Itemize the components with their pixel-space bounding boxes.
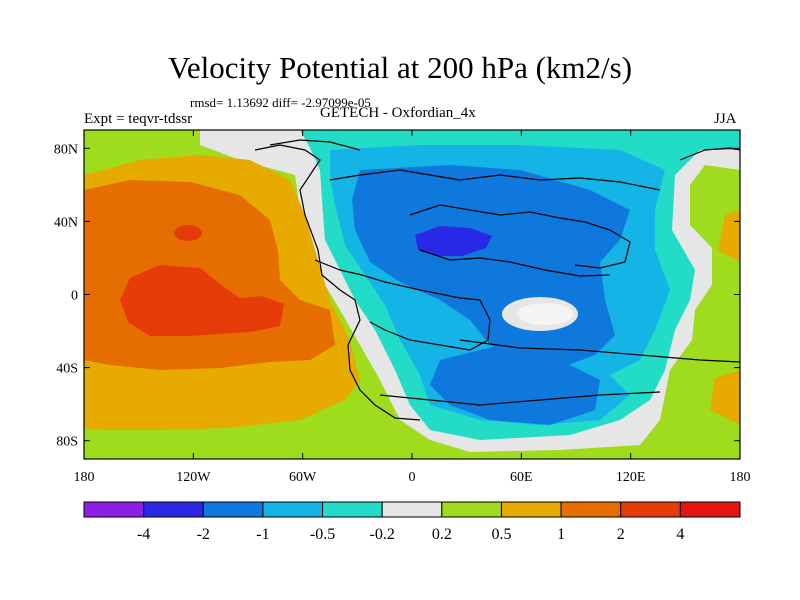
colorbar-swatch <box>500 501 562 518</box>
x-tick-label: 120W <box>176 470 211 485</box>
atlantic-coast <box>314 259 491 351</box>
y-axis: 80N 40N 0 40S 80S <box>54 142 740 450</box>
y-tick-label: 40S <box>56 362 78 377</box>
coastlines <box>254 139 740 421</box>
colorbar-swatch <box>322 501 383 518</box>
x-tick-label: 180 <box>74 470 95 485</box>
boreal-coast <box>269 139 361 151</box>
colorbar-label: 2 <box>617 526 625 543</box>
americas-coast <box>254 144 421 421</box>
contour-band-neutral-oval-core <box>517 303 573 325</box>
experiment-label: Expt = teqvr-tdssr <box>84 111 193 127</box>
contour-fill-field <box>84 130 740 459</box>
antarctic-coast <box>379 391 661 406</box>
colorbar-swatch <box>441 501 502 518</box>
colorbar-label: -2 <box>197 526 210 543</box>
contour-band-2-to-4 <box>120 265 284 336</box>
colorbar-swatch <box>381 501 443 518</box>
x-tick-label: 180 <box>730 470 751 485</box>
x-axis: 180 120W 60W 0 60E 120E 180 <box>74 130 751 485</box>
x-tick-label: 0 <box>409 470 416 485</box>
contour-band-minus-2-south <box>430 345 600 425</box>
colorbar-label: -4 <box>137 526 150 543</box>
tethys-coast-south <box>419 249 611 277</box>
contour-band-2-to-4-small <box>174 225 202 241</box>
season-label: JJA <box>714 111 737 127</box>
x-tick-label: 60E <box>510 470 533 485</box>
y-tick-label: 40N <box>54 215 78 230</box>
colorbar-swatch <box>679 501 741 518</box>
colorbar-label: 1 <box>557 526 565 543</box>
rmsd-stats: rmsd= 1.13692 diff= -2.97099e-05 <box>190 95 371 110</box>
y-tick-label: 80S <box>56 435 78 450</box>
colorbar: -4 -2 -1 -0.5 -0.2 0.2 0.5 1 2 4 <box>83 501 741 543</box>
colorbar-label: 0.2 <box>432 526 452 543</box>
colorbar-swatch <box>83 501 145 518</box>
colorbar-swatch <box>620 501 681 518</box>
colorbar-label: -1 <box>256 526 269 543</box>
colorbar-swatch <box>560 501 622 518</box>
contour-band-east-positive <box>710 210 740 425</box>
y-tick-label: 80N <box>54 142 78 157</box>
subtitle: GETECH - Oxfordian_4x <box>320 105 476 121</box>
contour-band-minus-4 <box>415 226 492 256</box>
x-tick-label: 120E <box>616 470 646 485</box>
y-tick-label: 0 <box>71 289 78 304</box>
colorbar-swatch <box>262 501 324 518</box>
northern-coast <box>329 169 661 191</box>
colorbar-label: 4 <box>676 526 684 543</box>
x-tick-label: 60W <box>289 470 317 485</box>
colorbar-label: 0.5 <box>491 526 511 543</box>
colorbar-swatch <box>143 501 204 518</box>
map-title: Velocity Potential at 200 hPa (km2/s) <box>167 50 633 85</box>
gondwana-coast <box>459 339 740 363</box>
colorbar-label: -0.5 <box>310 526 335 543</box>
colorbar-label: -0.2 <box>370 526 395 543</box>
colorbar-swatch <box>202 501 264 518</box>
tethys-coast-north <box>409 204 631 269</box>
arctic-coast <box>679 147 740 161</box>
